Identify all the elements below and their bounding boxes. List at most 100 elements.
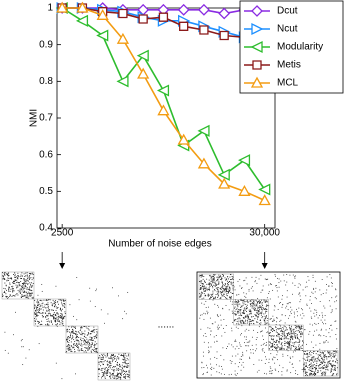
dot bbox=[67, 345, 69, 346]
legend-label: Modularity bbox=[277, 42, 323, 53]
dot bbox=[296, 334, 298, 336]
dot bbox=[242, 312, 244, 314]
dot bbox=[254, 281, 256, 283]
dot bbox=[283, 343, 285, 345]
dot bbox=[42, 312, 44, 313]
dot bbox=[264, 301, 266, 303]
dot bbox=[274, 341, 275, 343]
dot bbox=[62, 305, 64, 307]
dot bbox=[257, 308, 259, 310]
dot bbox=[248, 309, 250, 311]
dot bbox=[298, 341, 300, 343]
block-border bbox=[33, 298, 67, 327]
dot bbox=[210, 330, 212, 332]
dot bbox=[199, 293, 201, 295]
dot bbox=[310, 373, 312, 375]
dot bbox=[322, 367, 324, 369]
dot bbox=[241, 333, 242, 335]
dot bbox=[124, 360, 126, 362]
dot bbox=[334, 365, 336, 367]
dot bbox=[239, 342, 240, 344]
dot bbox=[8, 290, 10, 292]
dot bbox=[225, 289, 227, 291]
dot bbox=[57, 318, 59, 320]
dot bbox=[74, 351, 76, 353]
y-axis-label: NMI bbox=[29, 109, 40, 127]
dot bbox=[17, 272, 19, 274]
dot bbox=[260, 309, 262, 311]
dot bbox=[29, 278, 31, 280]
dot bbox=[2, 293, 3, 295]
dot bbox=[109, 361, 111, 363]
dot bbox=[123, 359, 125, 361]
dot bbox=[277, 332, 278, 334]
dot bbox=[28, 349, 30, 351]
dot bbox=[288, 332, 290, 333]
dot bbox=[256, 311, 258, 313]
dot bbox=[290, 332, 292, 334]
dot bbox=[53, 301, 55, 303]
dot bbox=[76, 276, 78, 278]
dot bbox=[259, 302, 261, 304]
dot bbox=[330, 369, 332, 371]
dot bbox=[318, 334, 320, 336]
dot bbox=[315, 360, 317, 362]
dot bbox=[239, 344, 241, 346]
dot bbox=[128, 365, 130, 367]
dot bbox=[14, 272, 15, 274]
dot bbox=[249, 313, 251, 315]
dot bbox=[300, 327, 302, 329]
dot bbox=[119, 366, 121, 368]
dot bbox=[25, 297, 27, 299]
dot bbox=[334, 368, 336, 370]
dot bbox=[217, 287, 219, 289]
dot bbox=[260, 307, 262, 309]
dot bbox=[246, 341, 248, 343]
dot bbox=[49, 314, 51, 316]
dot bbox=[313, 364, 315, 366]
dot bbox=[334, 361, 336, 362]
dot bbox=[96, 347, 98, 349]
dot bbox=[330, 312, 332, 314]
dot bbox=[285, 327, 287, 329]
dot bbox=[116, 361, 118, 363]
dot bbox=[68, 341, 70, 343]
dot bbox=[264, 308, 266, 310]
dot bbox=[300, 336, 302, 338]
dot bbox=[221, 294, 223, 296]
dot bbox=[90, 346, 92, 347]
dot bbox=[13, 295, 15, 297]
dot bbox=[308, 360, 310, 362]
dot bbox=[272, 330, 273, 332]
dot bbox=[36, 301, 38, 303]
dot bbox=[204, 290, 205, 292]
dot bbox=[287, 309, 289, 311]
dot bbox=[249, 358, 251, 359]
dot bbox=[223, 274, 224, 276]
dot bbox=[275, 329, 277, 331]
dot bbox=[286, 370, 288, 372]
dot bbox=[127, 362, 129, 364]
dot bbox=[128, 353, 129, 355]
dot bbox=[231, 285, 233, 287]
dot bbox=[247, 317, 249, 319]
dot bbox=[8, 287, 10, 289]
dot bbox=[3, 287, 5, 289]
dot bbox=[127, 291, 129, 293]
dot bbox=[212, 292, 214, 294]
dot bbox=[261, 330, 263, 332]
dot bbox=[31, 279, 33, 281]
block-border bbox=[268, 324, 304, 351]
data-point bbox=[157, 104, 170, 116]
dot bbox=[213, 274, 215, 276]
dot bbox=[76, 346, 78, 347]
dot bbox=[47, 313, 49, 315]
dot bbox=[70, 334, 72, 336]
dot bbox=[228, 309, 230, 311]
dot bbox=[210, 276, 212, 278]
dot bbox=[15, 279, 17, 281]
dot bbox=[222, 274, 224, 275]
dot bbox=[219, 276, 221, 278]
dot bbox=[250, 313, 252, 315]
dot bbox=[23, 278, 25, 280]
